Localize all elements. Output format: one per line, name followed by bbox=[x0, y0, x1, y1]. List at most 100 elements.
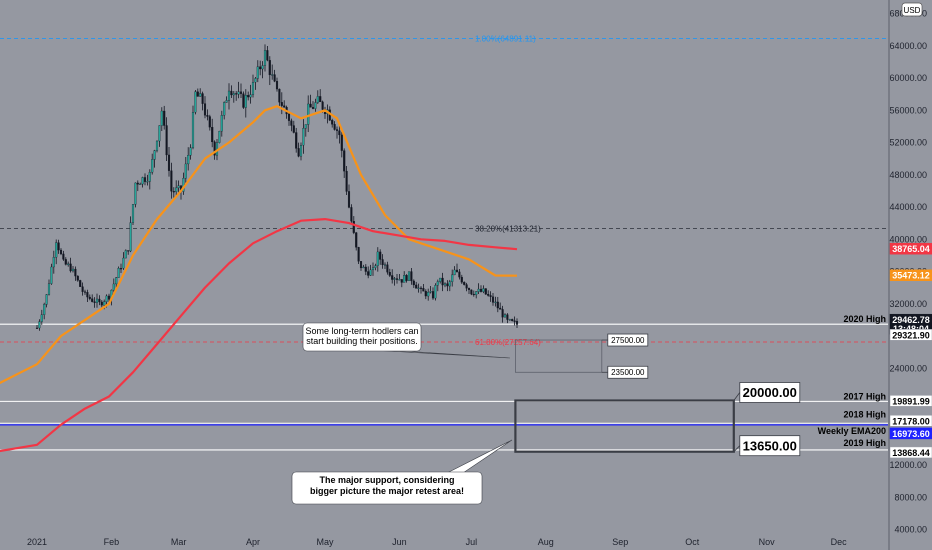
candle bbox=[391, 269, 394, 284]
candle bbox=[287, 111, 291, 126]
candle bbox=[199, 88, 202, 97]
candle bbox=[211, 118, 214, 148]
candle bbox=[247, 91, 250, 101]
candle bbox=[333, 121, 336, 131]
candle bbox=[158, 125, 161, 147]
candle bbox=[251, 74, 255, 98]
candle bbox=[117, 266, 120, 278]
price-tick-label: 40000.00 bbox=[889, 234, 927, 244]
candle bbox=[143, 173, 147, 186]
candle bbox=[148, 169, 151, 190]
minor-callout-line: start building their positions. bbox=[306, 336, 418, 346]
candle bbox=[201, 91, 204, 111]
price-tag: 35473.12 bbox=[889, 269, 932, 281]
candle bbox=[40, 309, 43, 325]
candle bbox=[448, 279, 451, 292]
candle bbox=[244, 89, 247, 118]
candle bbox=[470, 289, 473, 296]
price-tag: 17178.00 bbox=[889, 415, 932, 427]
minor-zone-box[interactable] bbox=[515, 339, 603, 373]
candle bbox=[357, 246, 360, 264]
price-tick-label: 24000.00 bbox=[889, 363, 927, 373]
candle bbox=[335, 126, 339, 139]
candle bbox=[499, 302, 502, 310]
candle bbox=[477, 283, 480, 295]
candle bbox=[208, 114, 211, 131]
candle bbox=[475, 291, 478, 299]
candle bbox=[451, 269, 454, 287]
time-tick-label: Apr bbox=[246, 537, 260, 547]
price-tick-label: 12000.00 bbox=[889, 460, 927, 470]
candle bbox=[458, 269, 461, 280]
candle bbox=[479, 285, 483, 293]
candle bbox=[122, 252, 125, 270]
level-label: 2017 High bbox=[843, 391, 886, 401]
time-tick-label: Nov bbox=[759, 537, 776, 547]
candle bbox=[453, 266, 456, 276]
candle bbox=[460, 274, 463, 284]
candle bbox=[35, 325, 39, 329]
candle bbox=[163, 105, 166, 130]
time-tick-label: Jun bbox=[392, 537, 407, 547]
candle bbox=[491, 292, 495, 306]
candle bbox=[136, 180, 139, 192]
candle bbox=[403, 271, 406, 283]
candle bbox=[230, 85, 233, 98]
time-tick-label: 2021 bbox=[27, 537, 47, 547]
price-tag-value: 16973.60 bbox=[892, 429, 930, 439]
candle bbox=[74, 266, 77, 281]
price-tag: 29321.90 bbox=[889, 329, 932, 341]
major-callout-box[interactable] bbox=[291, 471, 483, 505]
candle bbox=[112, 278, 115, 294]
candle bbox=[227, 83, 231, 110]
level-label: 2020 High bbox=[843, 314, 886, 324]
candle bbox=[436, 279, 439, 292]
candle bbox=[283, 100, 286, 108]
candle bbox=[134, 182, 137, 208]
candle bbox=[191, 105, 195, 150]
candles bbox=[35, 44, 519, 331]
candle bbox=[383, 262, 387, 270]
candle bbox=[280, 92, 283, 115]
minor-callout-line: Some long-term hodlers can bbox=[305, 326, 418, 336]
candle bbox=[395, 273, 399, 284]
price-tag: 38765.04 bbox=[889, 242, 932, 255]
candle bbox=[69, 257, 72, 273]
candle bbox=[57, 239, 60, 254]
candle bbox=[88, 294, 91, 301]
candle bbox=[431, 287, 435, 300]
candle bbox=[345, 165, 348, 196]
candle bbox=[254, 77, 257, 90]
minor-callout-box[interactable] bbox=[302, 322, 422, 352]
candle bbox=[223, 101, 226, 120]
fib-label: 1.00%(64891.11) bbox=[475, 35, 536, 44]
ema-line-slow bbox=[0, 218, 518, 453]
major-zone-top-label-text: 20000.00 bbox=[743, 385, 797, 400]
fib-label: 61.80%(27257.64) bbox=[475, 338, 541, 347]
candle bbox=[268, 56, 271, 86]
candle bbox=[297, 142, 300, 158]
candle bbox=[242, 91, 245, 109]
candle bbox=[184, 156, 187, 183]
moving-averages bbox=[0, 105, 518, 453]
time-tick-label: Jul bbox=[466, 537, 478, 547]
level-label: 2018 High bbox=[843, 409, 886, 419]
candle bbox=[218, 130, 221, 144]
major-zone-bottom-label-text: 13650.00 bbox=[743, 438, 797, 453]
candle bbox=[76, 275, 79, 282]
currency-badge[interactable]: USD bbox=[901, 2, 923, 17]
candle bbox=[237, 81, 240, 99]
candle bbox=[379, 249, 382, 265]
candle bbox=[196, 88, 199, 97]
minor-zone-bottom-label bbox=[607, 365, 649, 379]
candle bbox=[249, 84, 252, 104]
candle bbox=[429, 286, 432, 294]
candle bbox=[376, 247, 379, 272]
price-tick-label: 44000.00 bbox=[889, 202, 927, 212]
major-zone-box[interactable] bbox=[514, 399, 735, 453]
time-tick-label: Feb bbox=[104, 537, 120, 547]
fib-label: 38.20%(41313.21) bbox=[475, 225, 541, 234]
candle bbox=[124, 249, 127, 259]
time-axis[interactable]: 2021 Feb Mar Apr May Jun Jul Aug Sep Oct Nov Dec bbox=[27, 537, 847, 547]
